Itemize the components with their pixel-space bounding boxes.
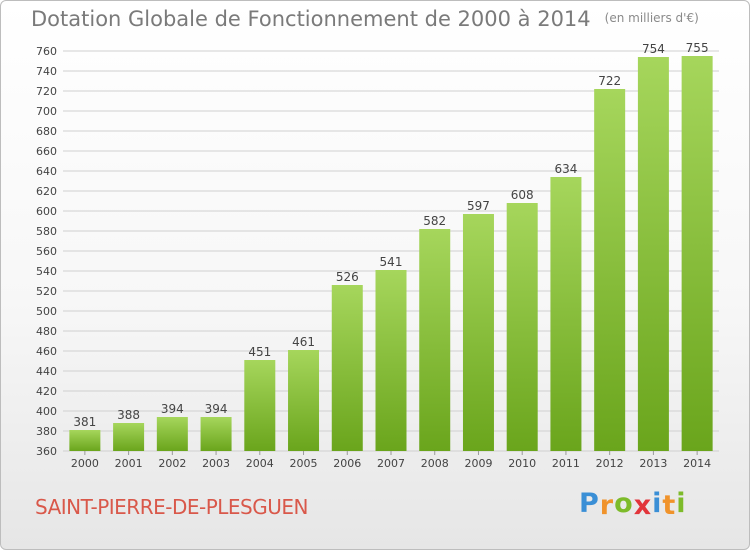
- brand-letter: t: [662, 490, 677, 521]
- data-label: 394: [205, 402, 228, 416]
- x-tick-label: 2005: [290, 457, 318, 470]
- brand-letter: i: [652, 488, 663, 519]
- brand-letter: r: [599, 490, 615, 521]
- data-label: 381: [73, 415, 96, 429]
- brand-letter: i: [676, 488, 687, 519]
- x-tick-label: 2010: [508, 457, 536, 470]
- y-tick-label: 740: [36, 65, 57, 78]
- y-tick-label: 460: [36, 345, 57, 358]
- y-tick-label: 560: [36, 245, 57, 258]
- y-tick-label: 660: [36, 145, 57, 158]
- bars: [69, 56, 713, 451]
- y-tick-label: 720: [36, 85, 57, 98]
- y-tick-label: 680: [36, 125, 57, 138]
- bar-2004: [244, 360, 276, 451]
- proxiti-logo[interactable]: Proxiti: [579, 488, 687, 521]
- data-label: 722: [598, 74, 621, 88]
- bar-2001: [113, 423, 145, 451]
- commune-name: SAINT-PIERRE-DE-PLESGUEN: [35, 495, 308, 519]
- y-tick-label: 400: [36, 405, 57, 418]
- x-tick-label: 2008: [421, 457, 449, 470]
- data-labels: 381 388 394 394 451 461 526 541 582 597 608 634 722 7…: [73, 41, 708, 429]
- x-tick-label: 2009: [464, 457, 492, 470]
- bar-2006: [331, 285, 363, 451]
- data-label: 541: [380, 255, 403, 269]
- y-tick-label: 500: [36, 305, 57, 318]
- bar-2010: [506, 203, 538, 451]
- data-label: 394: [161, 402, 184, 416]
- bar-2007: [375, 270, 407, 451]
- unit-label: (en milliers d'€): [604, 11, 699, 25]
- bar-2000: [69, 430, 101, 451]
- x-tick-label: 2013: [639, 457, 667, 470]
- data-label: 388: [117, 408, 140, 422]
- brand-letter: P: [579, 488, 600, 519]
- y-tick-label: 520: [36, 285, 57, 298]
- y-tick-label: 360: [36, 445, 57, 458]
- y-tick-label: 640: [36, 165, 57, 178]
- x-tick-label: 2003: [202, 457, 230, 470]
- y-tick-label: 620: [36, 185, 57, 198]
- bar-2003: [200, 417, 232, 451]
- bar-2009: [462, 214, 494, 451]
- data-label: 608: [511, 188, 534, 202]
- bar-2002: [156, 417, 188, 451]
- y-axis: 360 380 400 420 440 460 480 500 520 540 560 580 600 6…: [36, 45, 57, 458]
- x-tick-label: 2014: [683, 457, 711, 470]
- y-tick-label: 700: [36, 105, 57, 118]
- y-tick-label: 580: [36, 225, 57, 238]
- y-tick-label: 760: [36, 45, 57, 58]
- x-tick-label: 2000: [71, 457, 99, 470]
- x-tick-label: 2004: [246, 457, 274, 470]
- bar-2014: [681, 56, 713, 451]
- y-tick-label: 480: [36, 325, 57, 338]
- x-tick-label: 2001: [115, 457, 143, 470]
- data-label: 754: [642, 42, 665, 56]
- data-label: 582: [423, 214, 446, 228]
- data-label: 451: [248, 345, 271, 359]
- bar-2013: [637, 57, 669, 451]
- x-tick-label: 2007: [377, 457, 405, 470]
- y-tick-label: 420: [36, 385, 57, 398]
- bar-2005: [288, 350, 320, 451]
- bar-2008: [419, 229, 451, 451]
- x-axis: 2000 2001 2002 2003 2004 2005 2006 2007 2008 2009…: [71, 451, 711, 470]
- y-tick-label: 600: [36, 205, 57, 218]
- data-label: 597: [467, 199, 490, 213]
- bar-2012: [594, 89, 626, 451]
- data-label: 634: [554, 162, 577, 176]
- x-tick-label: 2002: [158, 457, 186, 470]
- y-tick-label: 540: [36, 265, 57, 278]
- brand-letter: o: [614, 488, 634, 519]
- x-tick-label: 2006: [333, 457, 361, 470]
- x-tick-label: 2012: [596, 457, 624, 470]
- bar-2011: [550, 177, 582, 451]
- x-tick-label: 2011: [552, 457, 580, 470]
- data-label: 755: [686, 41, 709, 55]
- brand-letter: x: [633, 490, 653, 521]
- y-tick-label: 440: [36, 365, 57, 378]
- data-label: 461: [292, 335, 315, 349]
- data-label: 526: [336, 270, 359, 284]
- chart-title: Dotation Globale de Fonctionnement de 20…: [31, 7, 699, 31]
- y-tick-label: 380: [36, 425, 57, 438]
